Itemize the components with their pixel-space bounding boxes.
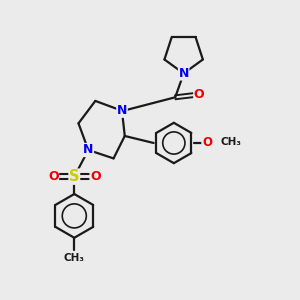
Text: CH₃: CH₃ [64,253,85,263]
Text: N: N [178,67,189,80]
Text: CH₃: CH₃ [220,137,241,147]
Text: O: O [48,170,58,183]
Text: N: N [117,104,127,117]
Text: O: O [194,88,204,101]
Text: O: O [90,170,101,183]
Text: N: N [83,143,94,157]
Text: S: S [69,169,80,184]
Text: O: O [202,136,212,149]
